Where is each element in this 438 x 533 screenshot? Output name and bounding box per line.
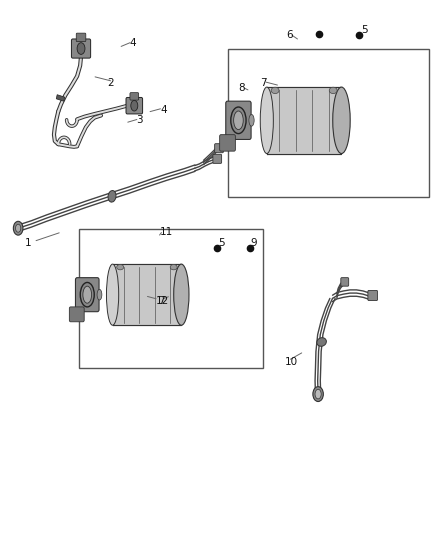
FancyBboxPatch shape — [71, 39, 91, 58]
Text: 5: 5 — [361, 25, 367, 35]
Ellipse shape — [313, 386, 323, 401]
Ellipse shape — [77, 43, 85, 54]
Text: 12: 12 — [155, 296, 169, 306]
Ellipse shape — [15, 224, 21, 232]
Ellipse shape — [271, 87, 279, 94]
Ellipse shape — [317, 338, 326, 346]
Text: 6: 6 — [287, 30, 293, 41]
Ellipse shape — [131, 100, 138, 111]
Bar — [56, 95, 65, 101]
FancyBboxPatch shape — [69, 307, 84, 322]
FancyBboxPatch shape — [213, 155, 222, 164]
Text: 8: 8 — [239, 83, 245, 93]
Text: 3: 3 — [136, 115, 143, 125]
FancyBboxPatch shape — [368, 290, 378, 301]
Polygon shape — [267, 87, 342, 154]
Ellipse shape — [174, 264, 189, 325]
FancyBboxPatch shape — [75, 278, 99, 312]
FancyBboxPatch shape — [130, 93, 139, 100]
Ellipse shape — [108, 190, 116, 202]
Text: 5: 5 — [218, 238, 225, 247]
FancyBboxPatch shape — [341, 278, 349, 286]
Text: 4: 4 — [160, 104, 167, 115]
Ellipse shape — [329, 87, 337, 94]
FancyBboxPatch shape — [76, 33, 86, 42]
FancyBboxPatch shape — [126, 98, 143, 114]
Text: 4: 4 — [130, 38, 136, 48]
Bar — [79, 229, 263, 368]
Text: 11: 11 — [160, 227, 173, 237]
Ellipse shape — [13, 221, 23, 235]
Text: 9: 9 — [251, 238, 258, 247]
Ellipse shape — [233, 111, 243, 130]
Bar — [228, 49, 428, 197]
Ellipse shape — [97, 289, 102, 300]
Text: 2: 2 — [108, 78, 114, 88]
Ellipse shape — [83, 286, 92, 303]
Polygon shape — [113, 264, 181, 325]
FancyBboxPatch shape — [215, 144, 223, 153]
FancyBboxPatch shape — [219, 135, 235, 151]
Ellipse shape — [333, 87, 350, 154]
Ellipse shape — [260, 87, 273, 154]
Text: 7: 7 — [158, 296, 165, 306]
Text: 7: 7 — [261, 78, 267, 88]
Text: 10: 10 — [285, 357, 297, 367]
Ellipse shape — [249, 115, 254, 126]
FancyBboxPatch shape — [226, 101, 251, 140]
Text: 1: 1 — [25, 238, 32, 247]
Ellipse shape — [315, 389, 321, 399]
Ellipse shape — [117, 264, 124, 270]
Ellipse shape — [170, 264, 177, 270]
Ellipse shape — [106, 264, 119, 325]
